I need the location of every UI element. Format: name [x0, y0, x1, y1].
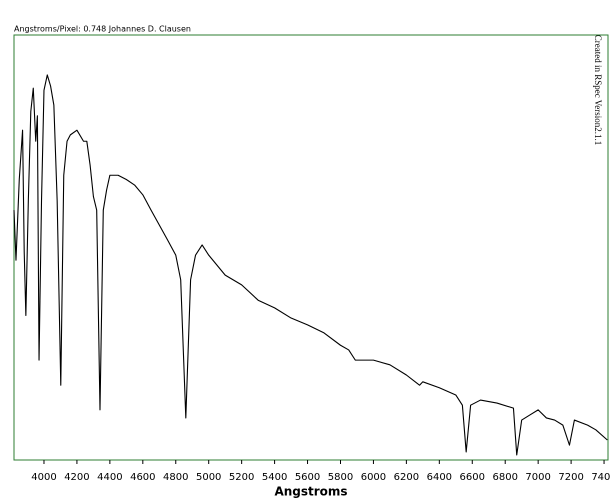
- x-tick-label: 6200: [394, 472, 419, 483]
- x-tick-label: 6000: [361, 472, 386, 483]
- x-tick-label: 4800: [163, 472, 188, 483]
- x-tick-label: 4600: [130, 472, 155, 483]
- x-tick-label: 7000: [525, 472, 550, 483]
- x-tick-label: 6600: [460, 472, 485, 483]
- x-tick-label: 5800: [328, 472, 353, 483]
- x-tick-label: 7200: [558, 472, 583, 483]
- chart-title: Angstroms/Pixel: 0.748 Johannes D. Claus…: [14, 25, 191, 34]
- x-tick-label: 5600: [295, 472, 320, 483]
- x-axis-label: Angstroms: [274, 485, 347, 499]
- spectrum-line: [13, 74, 608, 456]
- x-tick-label: 5400: [262, 472, 287, 483]
- plot-frame: [13, 34, 609, 461]
- annotation: Created in RSpec Version2.1.1: [593, 35, 603, 146]
- x-tick-label: 4200: [64, 472, 89, 483]
- x-tick-label: 4400: [97, 472, 122, 483]
- x-tick-label: 5200: [229, 472, 254, 483]
- x-tick-label: 4000: [31, 472, 56, 483]
- x-tick-label: 6800: [492, 472, 517, 483]
- x-tick-label: 7400: [591, 472, 610, 483]
- x-tick-label: 5000: [196, 472, 221, 483]
- x-tick-label: 6400: [427, 472, 452, 483]
